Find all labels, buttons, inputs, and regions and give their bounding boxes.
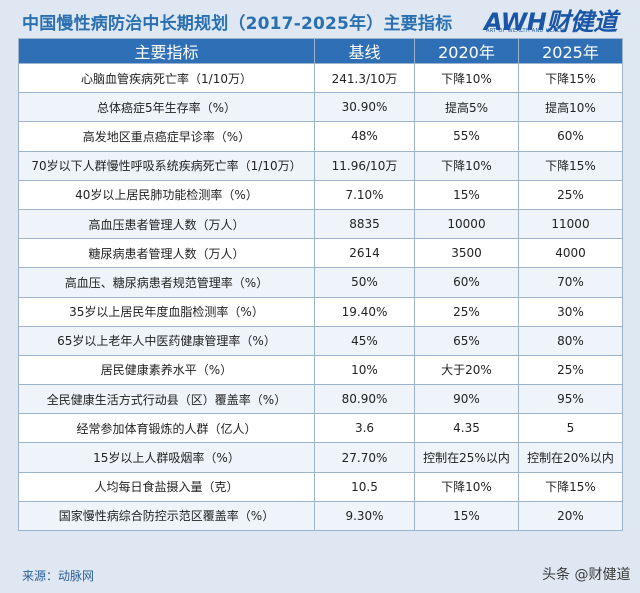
cell-2020: 60% bbox=[414, 267, 519, 298]
cell-2025: 25% bbox=[518, 354, 623, 386]
cell-2020: 大于20% bbox=[414, 354, 519, 386]
cell-baseline: 30.90% bbox=[314, 92, 415, 123]
cell-indicator: 总体癌症5年生存率（%） bbox=[18, 92, 315, 123]
table-row: 15岁以上人群吸烟率（%） 27.70% 控制在25%以内 控制在20%以内 bbox=[18, 442, 623, 473]
cell-indicator: 35岁以上居民年度血脂检测率（%） bbox=[18, 296, 315, 327]
table-row: 70岁以下人群慢性呼吸系统疾病死亡率（1/10万） 11.96/10万 下降10% 下… bbox=[18, 150, 623, 181]
table-row: 高血压患者管理人数（万人） 8835 10000 11000 bbox=[18, 208, 623, 240]
cell-indicator: 15岁以上人群吸烟率（%） bbox=[18, 442, 315, 473]
cell-baseline: 10% bbox=[314, 354, 415, 386]
cell-2025: 下降15% bbox=[518, 150, 623, 181]
cell-2025: 下降15% bbox=[518, 62, 623, 94]
header: 中国慢性病防治中长期规划（2017-2025年）主要指标 AWH财健道 ART … bbox=[0, 0, 640, 38]
cell-indicator: 全民健康生活方式行动县（区）覆盖率（%） bbox=[18, 384, 315, 415]
cell-2020: 15% bbox=[414, 500, 519, 532]
cell-2025: 控制在20%以内 bbox=[518, 442, 623, 473]
cell-2025: 95% bbox=[518, 384, 623, 415]
cell-2025: 下降15% bbox=[518, 471, 623, 502]
table-row: 高血压、糖尿病患者规范管理率（%） 50% 60% 70% bbox=[18, 267, 623, 298]
cell-indicator: 65岁以上老年人中医药健康管理率（%） bbox=[18, 325, 315, 356]
header-2020: 2020年 bbox=[414, 38, 519, 64]
table-row: 65岁以上老年人中医药健康管理率（%） 45% 65% 80% bbox=[18, 325, 623, 356]
cell-2020: 4.35 bbox=[414, 413, 519, 444]
cell-2020: 65% bbox=[414, 325, 519, 356]
cell-2025: 30% bbox=[518, 296, 623, 327]
header-2025: 2025年 bbox=[518, 38, 623, 64]
cell-2025: 80% bbox=[518, 325, 623, 356]
cell-baseline: 19.40% bbox=[314, 296, 415, 327]
cell-2020: 下降10% bbox=[414, 62, 519, 94]
cell-2020: 下降10% bbox=[414, 471, 519, 502]
watermark: 头条 @财健道 bbox=[542, 567, 631, 583]
cell-indicator: 糖尿病患者管理人数（万人） bbox=[18, 238, 315, 269]
table-row: 经常参加体育锻炼的人群（亿人） 3.6 4.35 5 bbox=[18, 413, 623, 444]
cell-baseline: 11.96/10万 bbox=[314, 150, 415, 181]
cell-baseline: 3.6 bbox=[314, 413, 415, 444]
cell-2020: 55% bbox=[414, 121, 519, 152]
cell-baseline: 8835 bbox=[314, 208, 415, 240]
indicators-table: 主要指标 基线 2020年 2025年 心脑血管疾病死亡率（1/10万） 241.… bbox=[18, 38, 623, 532]
cell-indicator: 70岁以下人群慢性呼吸系统疾病死亡率（1/10万） bbox=[18, 150, 315, 181]
cell-baseline: 80.90% bbox=[314, 384, 415, 415]
table-row: 35岁以上居民年度血脂检测率（%） 19.40% 25% 30% bbox=[18, 296, 623, 327]
cell-baseline: 9.30% bbox=[314, 500, 415, 532]
cell-indicator: 经常参加体育锻炼的人群（亿人） bbox=[18, 413, 315, 444]
cell-indicator: 居民健康素养水平（%） bbox=[18, 354, 315, 386]
cell-2025: 提高10% bbox=[518, 92, 623, 123]
cell-indicator: 高血压、糖尿病患者规范管理率（%） bbox=[18, 267, 315, 298]
logo-wordmark: AWH财健道 bbox=[484, 8, 617, 36]
cell-2020: 15% bbox=[414, 179, 519, 210]
cell-2020: 控制在25%以内 bbox=[414, 442, 519, 473]
cell-2020: 提高5% bbox=[414, 92, 519, 123]
header-indicator: 主要指标 bbox=[18, 38, 315, 64]
header-baseline: 基线 bbox=[314, 38, 415, 64]
cell-baseline: 48% bbox=[314, 121, 415, 152]
cell-2025: 4000 bbox=[518, 238, 623, 269]
cell-indicator: 高血压患者管理人数（万人） bbox=[18, 208, 315, 240]
cell-2025: 5 bbox=[518, 413, 623, 444]
cell-2020: 10000 bbox=[414, 208, 519, 240]
table-row: 国家慢性病综合防控示范区覆盖率（%） 9.30% 15% 20% bbox=[18, 500, 623, 532]
brand-logo: AWH财健道 ART OF WEALTH AND HEALTH bbox=[484, 2, 634, 38]
table-row: 全民健康生活方式行动县（区）覆盖率（%） 80.90% 90% 95% bbox=[18, 384, 623, 415]
table-row: 心脑血管疾病死亡率（1/10万） 241.3/10万 下降10% 下降15% bbox=[18, 62, 623, 94]
cell-indicator: 人均每日食盐摄入量（克） bbox=[18, 471, 315, 502]
cell-2020: 25% bbox=[414, 296, 519, 327]
table-row: 40岁以上居民肺功能检测率（%） 7.10% 15% 25% bbox=[18, 179, 623, 210]
logo-tagline: ART OF WEALTH AND HEALTH bbox=[486, 28, 567, 34]
table-row: 居民健康素养水平（%） 10% 大于20% 25% bbox=[18, 354, 623, 386]
cell-baseline: 2614 bbox=[314, 238, 415, 269]
cell-2025: 11000 bbox=[518, 208, 623, 240]
cell-baseline: 10.5 bbox=[314, 471, 415, 502]
cell-2025: 25% bbox=[518, 179, 623, 210]
cell-2025: 70% bbox=[518, 267, 623, 298]
cell-baseline: 27.70% bbox=[314, 442, 415, 473]
page-title: 中国慢性病防治中长期规划（2017-2025年）主要指标 bbox=[22, 14, 453, 34]
cell-2025: 60% bbox=[518, 121, 623, 152]
cell-baseline: 45% bbox=[314, 325, 415, 356]
cell-baseline: 241.3/10万 bbox=[314, 62, 415, 94]
cell-2025: 20% bbox=[518, 500, 623, 532]
cell-baseline: 50% bbox=[314, 267, 415, 298]
cell-2020: 3500 bbox=[414, 238, 519, 269]
cell-indicator: 高发地区重点癌症早诊率（%） bbox=[18, 121, 315, 152]
table-row: 人均每日食盐摄入量（克） 10.5 下降10% 下降15% bbox=[18, 471, 623, 502]
cell-baseline: 7.10% bbox=[314, 179, 415, 210]
cell-2020: 下降10% bbox=[414, 150, 519, 181]
cell-indicator: 40岁以上居民肺功能检测率（%） bbox=[18, 179, 315, 210]
table-row: 总体癌症5年生存率（%） 30.90% 提高5% 提高10% bbox=[18, 92, 623, 123]
cell-indicator: 国家慢性病综合防控示范区覆盖率（%） bbox=[18, 500, 315, 532]
source-note: 来源：动脉网 bbox=[22, 569, 95, 583]
cell-indicator: 心脑血管疾病死亡率（1/10万） bbox=[18, 62, 315, 94]
cell-2020: 90% bbox=[414, 384, 519, 415]
table-row: 高发地区重点癌症早诊率（%） 48% 55% 60% bbox=[18, 121, 623, 152]
table-header-row: 主要指标 基线 2020年 2025年 bbox=[18, 38, 623, 64]
table-row: 糖尿病患者管理人数（万人） 2614 3500 4000 bbox=[18, 238, 623, 269]
